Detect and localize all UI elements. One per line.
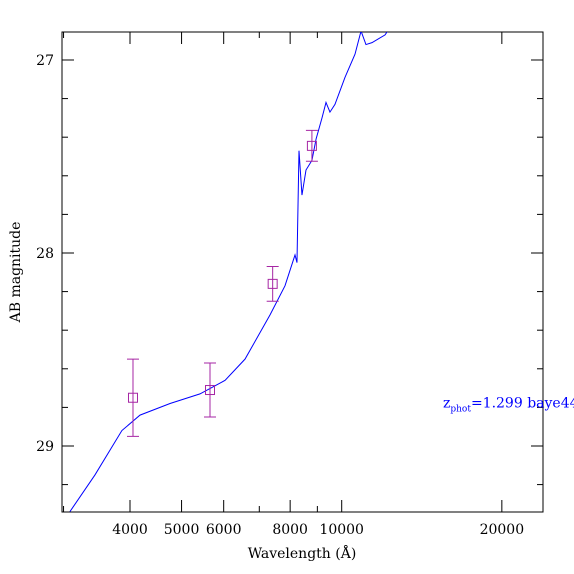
x-tick-label: 20000 [480, 522, 525, 538]
x-tick-label: 6000 [206, 522, 242, 538]
error-bar [126, 358, 139, 437]
x-tick-label: 5000 [164, 522, 200, 538]
y-axis-label: AB magnitude [8, 222, 24, 324]
annotation-sub: phot [450, 404, 471, 414]
sed-curve [69, 32, 388, 512]
photometry-point [267, 278, 278, 289]
error-bar [204, 362, 217, 418]
annotation-rest: =1.299 baye44 [471, 395, 574, 411]
y-tick-label: 29 [36, 439, 54, 455]
x-tick-label: 4000 [112, 522, 148, 538]
photometry-point [205, 385, 216, 396]
y-tick-label: 28 [36, 246, 54, 262]
plot-frame [61, 31, 544, 513]
y-tick-label: 27 [36, 53, 54, 69]
photometry-point [306, 140, 317, 151]
x-tick-label: 10000 [319, 522, 364, 538]
annotation: zphot=1.299 baye44 [443, 395, 574, 414]
x-axis-label: Wavelength (Å) [248, 544, 357, 562]
annotation-main: z [443, 395, 450, 411]
plot-area [69, 32, 388, 512]
x-tick-label: 8000 [272, 522, 308, 538]
photometry-point [127, 392, 138, 403]
error-bar [305, 129, 318, 162]
error-bar [266, 265, 279, 302]
